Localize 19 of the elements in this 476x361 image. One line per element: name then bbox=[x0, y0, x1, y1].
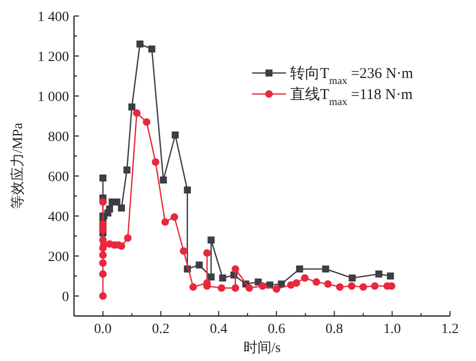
y-tick-label: 400 bbox=[48, 210, 69, 225]
y-axis-title: 等效应力/MPa bbox=[10, 122, 26, 210]
y-tick-label: 1 400 bbox=[38, 10, 69, 25]
x-tick-label: 1.0 bbox=[383, 322, 401, 337]
y-tick-label: 1 200 bbox=[38, 50, 69, 65]
legend-label: 直线T$_{max}$ =118 N·m bbox=[290, 86, 413, 108]
y-tick-label: 1 000 bbox=[38, 90, 69, 105]
x-tick-label: 0.4 bbox=[210, 322, 228, 337]
y-tick-label: 0 bbox=[62, 290, 69, 305]
x-tick-label: 0.2 bbox=[152, 322, 170, 337]
x-tick-label: 0.0 bbox=[94, 322, 112, 337]
y-tick-label: 600 bbox=[48, 170, 69, 185]
y-tick-label: 800 bbox=[48, 130, 69, 145]
x-tick-label: 1.2 bbox=[441, 322, 459, 337]
legend-label: 转向T$_{max}$ =236 N·m bbox=[290, 65, 414, 86]
x-tick-label: 0.6 bbox=[268, 322, 286, 337]
y-tick-label: 200 bbox=[48, 250, 69, 265]
x-axis-title: 时间/s bbox=[243, 340, 281, 356]
x-tick-label: 0.8 bbox=[326, 322, 344, 337]
